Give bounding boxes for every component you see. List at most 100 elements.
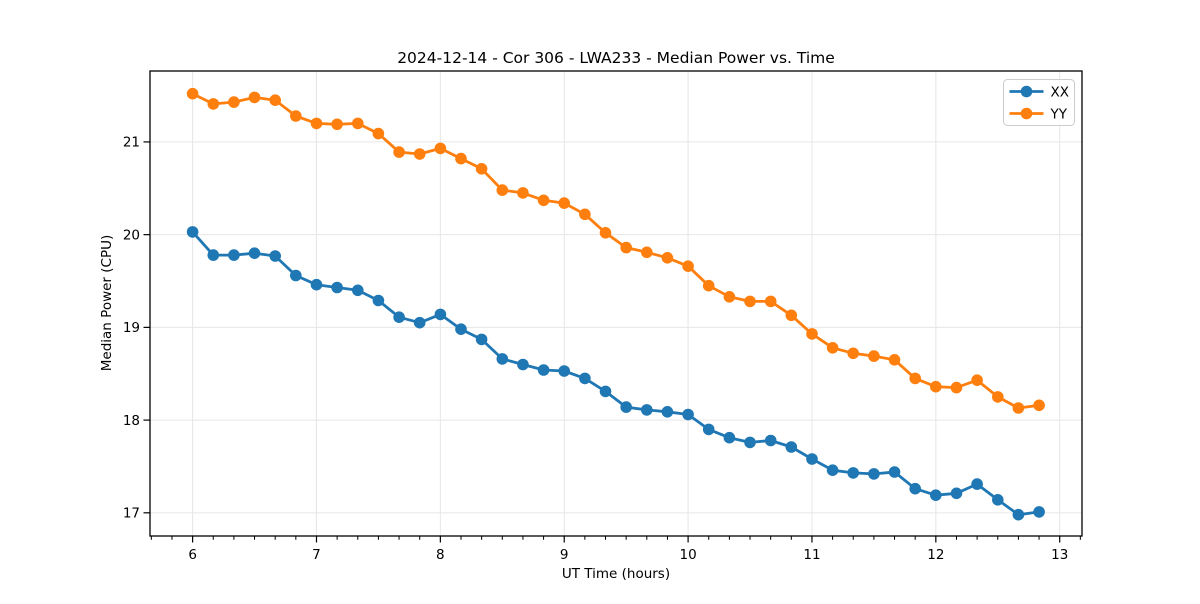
data-point-YY [290, 110, 302, 122]
data-point-YY [207, 98, 220, 110]
data-point-XX [558, 365, 570, 377]
data-point-XX [269, 250, 282, 262]
data-point-YY [702, 279, 715, 292]
data-point-YY [682, 260, 694, 273]
x-tick-label-9: 9 [560, 547, 569, 563]
data-point-XX [207, 249, 220, 261]
data-point-XX [331, 281, 343, 294]
data-point-XX [537, 364, 550, 376]
data-point-YY [1012, 402, 1025, 414]
x-tick-label-6: 6 [188, 547, 197, 563]
legend-label-XX: XX [1051, 84, 1070, 100]
data-point-YY [310, 117, 323, 130]
data-point-YY [620, 241, 632, 254]
x-tick-label-10: 10 [679, 547, 696, 563]
legend-item-XX: XX [1009, 84, 1070, 100]
data-point-YY [496, 184, 509, 196]
data-point-YY [1033, 399, 1045, 412]
y-tick-label-18: 18 [123, 413, 140, 429]
y-tick-label-17: 17 [123, 506, 140, 522]
plot-border [149, 70, 1083, 537]
data-point-YY [806, 328, 818, 340]
data-point-XX [764, 434, 777, 447]
data-point-YY [558, 197, 570, 209]
legend-marker-YY [1020, 107, 1033, 120]
data-point-YY [826, 342, 839, 354]
data-point-YY [228, 96, 240, 108]
data-point-XX [496, 353, 509, 365]
data-point-YY [723, 291, 736, 303]
x-axis-label: UT Time (hours) [562, 566, 670, 582]
data-point-XX [868, 468, 880, 480]
data-point-XX [434, 308, 447, 321]
data-point-XX [930, 489, 942, 502]
data-point-YY [992, 391, 1004, 403]
data-point-XX [393, 311, 405, 324]
data-point-XX [290, 269, 302, 282]
series-layer [186, 87, 1045, 521]
data-point-XX [517, 358, 529, 371]
data-point-YY [930, 380, 942, 393]
data-point-YY [455, 152, 467, 165]
y-axis-label: Median Power (CPU) [99, 235, 115, 371]
data-point-XX [352, 284, 364, 297]
legend-item-YY: YY [1009, 106, 1068, 122]
data-point-XX [785, 441, 798, 453]
grid [150, 71, 1082, 536]
data-point-XX [455, 323, 467, 336]
data-point-YY [641, 246, 653, 259]
data-point-XX [847, 467, 859, 479]
series-line-YY [191, 92, 1041, 410]
data-point-YY [950, 381, 963, 394]
data-point-XX [186, 226, 199, 238]
data-point-YY [475, 163, 488, 175]
data-point-XX [413, 316, 426, 329]
series-YY [186, 87, 1045, 414]
data-point-XX [826, 464, 839, 477]
data-point-XX [475, 333, 488, 346]
series-XX [186, 226, 1045, 521]
tick-labels: 6 7 8 9 10 11 12 13 17 18 19 20 21 [123, 135, 1068, 563]
data-point-XX [661, 406, 674, 418]
data-point-XX [950, 487, 963, 500]
data-point-XX [744, 436, 756, 449]
legend-label-YY: YY [1050, 106, 1068, 122]
data-point-YY [785, 309, 798, 322]
data-point-YY [434, 142, 447, 155]
data-point-YY [868, 350, 880, 362]
chart-title: 2024-12-14 - Cor 306 - LWA233 - Median P… [397, 49, 835, 67]
data-point-XX [310, 278, 323, 291]
data-point-XX [971, 478, 983, 490]
data-point-XX [620, 401, 632, 413]
data-point-XX [992, 494, 1004, 506]
data-point-XX [579, 372, 591, 385]
data-point-XX [641, 404, 653, 416]
legend: XX YY [1003, 79, 1075, 126]
series-line-XX [191, 230, 1041, 517]
data-point-XX [909, 482, 921, 495]
x-tick-label-8: 8 [436, 547, 445, 563]
data-point-YY [661, 251, 674, 264]
x-tick-label-13: 13 [1051, 547, 1068, 563]
data-point-YY [393, 146, 405, 158]
data-point-YY [517, 187, 529, 199]
legend-marker-XX [1020, 85, 1033, 98]
y-tick-label-21: 21 [123, 135, 140, 151]
data-point-YY [888, 354, 901, 366]
x-tick-label-7: 7 [312, 547, 321, 563]
data-point-YY [186, 87, 199, 100]
data-point-XX [372, 294, 385, 307]
data-point-YY [248, 91, 261, 104]
data-point-YY [599, 227, 612, 239]
data-point-XX [1033, 506, 1045, 518]
data-point-YY [537, 194, 550, 207]
data-point-XX [1012, 508, 1025, 521]
data-point-XX [228, 249, 240, 261]
data-point-XX [702, 423, 715, 436]
data-point-XX [599, 385, 612, 398]
data-point-YY [352, 117, 364, 130]
data-point-XX [682, 408, 694, 421]
x-tick-label-11: 11 [803, 547, 820, 563]
data-point-XX [806, 453, 818, 465]
